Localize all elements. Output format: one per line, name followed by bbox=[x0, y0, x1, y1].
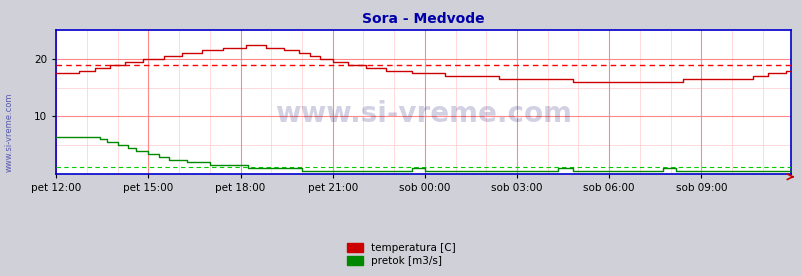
Text: www.si-vreme.com: www.si-vreme.com bbox=[275, 100, 571, 128]
Text: www.si-vreme.com: www.si-vreme.com bbox=[5, 93, 14, 172]
Title: Sora - Medvode: Sora - Medvode bbox=[362, 12, 484, 26]
Legend: temperatura [C], pretok [m3/s]: temperatura [C], pretok [m3/s] bbox=[345, 241, 457, 268]
